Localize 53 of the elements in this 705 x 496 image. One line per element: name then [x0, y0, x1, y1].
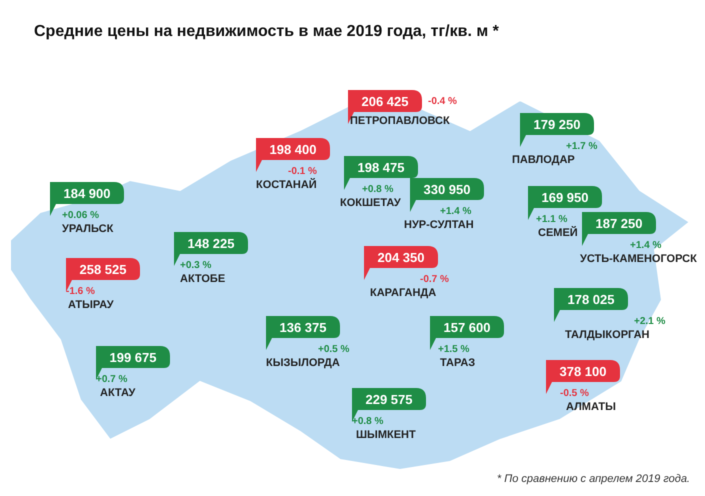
category-label: УСТЬ-КАМЕНОГОРСК [580, 253, 698, 265]
data-label: +1.4 % [630, 240, 662, 251]
data-label: 184 900 [64, 186, 110, 201]
data-label: -0.5 % [560, 388, 590, 399]
data-label: 199 675 [110, 350, 156, 365]
data-label: 187 250 [596, 216, 642, 231]
category-label: КЫЗЫЛОРДА [266, 357, 340, 369]
data-label: +1.5 % [438, 344, 470, 355]
data-label: 229 575 [366, 392, 412, 407]
data-label: +0.5 % [318, 344, 350, 355]
data-label: 198 475 [358, 160, 404, 175]
category-label: ПАВЛОДАР [512, 154, 575, 166]
data-label: 179 250 [534, 117, 580, 132]
data-label: -0.4 % [428, 96, 458, 107]
data-label: 378 100 [560, 364, 606, 379]
category-label: НУР-СУЛТАН [404, 219, 474, 231]
data-label: 204 350 [378, 250, 424, 265]
data-label: -0.7 % [420, 274, 450, 285]
data-label: +1.1 % [536, 214, 568, 225]
category-label: АКТАУ [100, 387, 136, 399]
category-label: УРАЛЬСК [62, 223, 114, 235]
category-label: АТЫРАУ [68, 299, 114, 311]
category-label: КОСТАНАЙ [256, 178, 317, 191]
category-label: ПЕТРОПАВЛОВСК [350, 115, 450, 127]
data-label: 136 375 [280, 320, 326, 335]
data-label: 206 425 [362, 94, 408, 109]
data-label: 157 600 [444, 320, 490, 335]
category-label: КАРАГАНДА [370, 287, 436, 299]
text: Средние цены на недвижимость в мае 2019 года, тг/кв. м * [34, 23, 500, 40]
data-label: +2.1 % [634, 316, 666, 327]
data-label: +1.7 % [566, 141, 598, 152]
data-label: 198 400 [270, 142, 316, 157]
data-label: +0.8 % [352, 416, 384, 427]
data-label: 258 525 [80, 262, 126, 277]
data-label: 169 950 [542, 190, 588, 205]
data-label: -0.1 % [288, 166, 318, 177]
data-label: 178 025 [568, 292, 614, 307]
category-label: ШЫМКЕНТ [356, 429, 416, 441]
category-label: ТАРАЗ [440, 357, 476, 369]
text: * По сравнению с апрелем 2019 года. [496, 473, 690, 485]
data-label: +0.06 % [62, 210, 100, 221]
data-label: -1.6 % [66, 286, 96, 297]
data-label: +0.3 % [180, 260, 212, 271]
category-label: СЕМЕЙ [538, 226, 578, 239]
category-label: АЛМАТЫ [566, 401, 616, 413]
category-label: КОКШЕТАУ [340, 197, 401, 209]
data-label: +0.8 % [362, 184, 394, 195]
category-label: АКТОБЕ [180, 273, 226, 285]
data-label: +0.7 % [96, 374, 128, 385]
data-label: 148 225 [188, 236, 234, 251]
data-label: +1.4 % [440, 206, 472, 217]
category-label: ТАЛДЫКОРГАН [565, 329, 650, 341]
data-label: 330 950 [424, 182, 470, 197]
